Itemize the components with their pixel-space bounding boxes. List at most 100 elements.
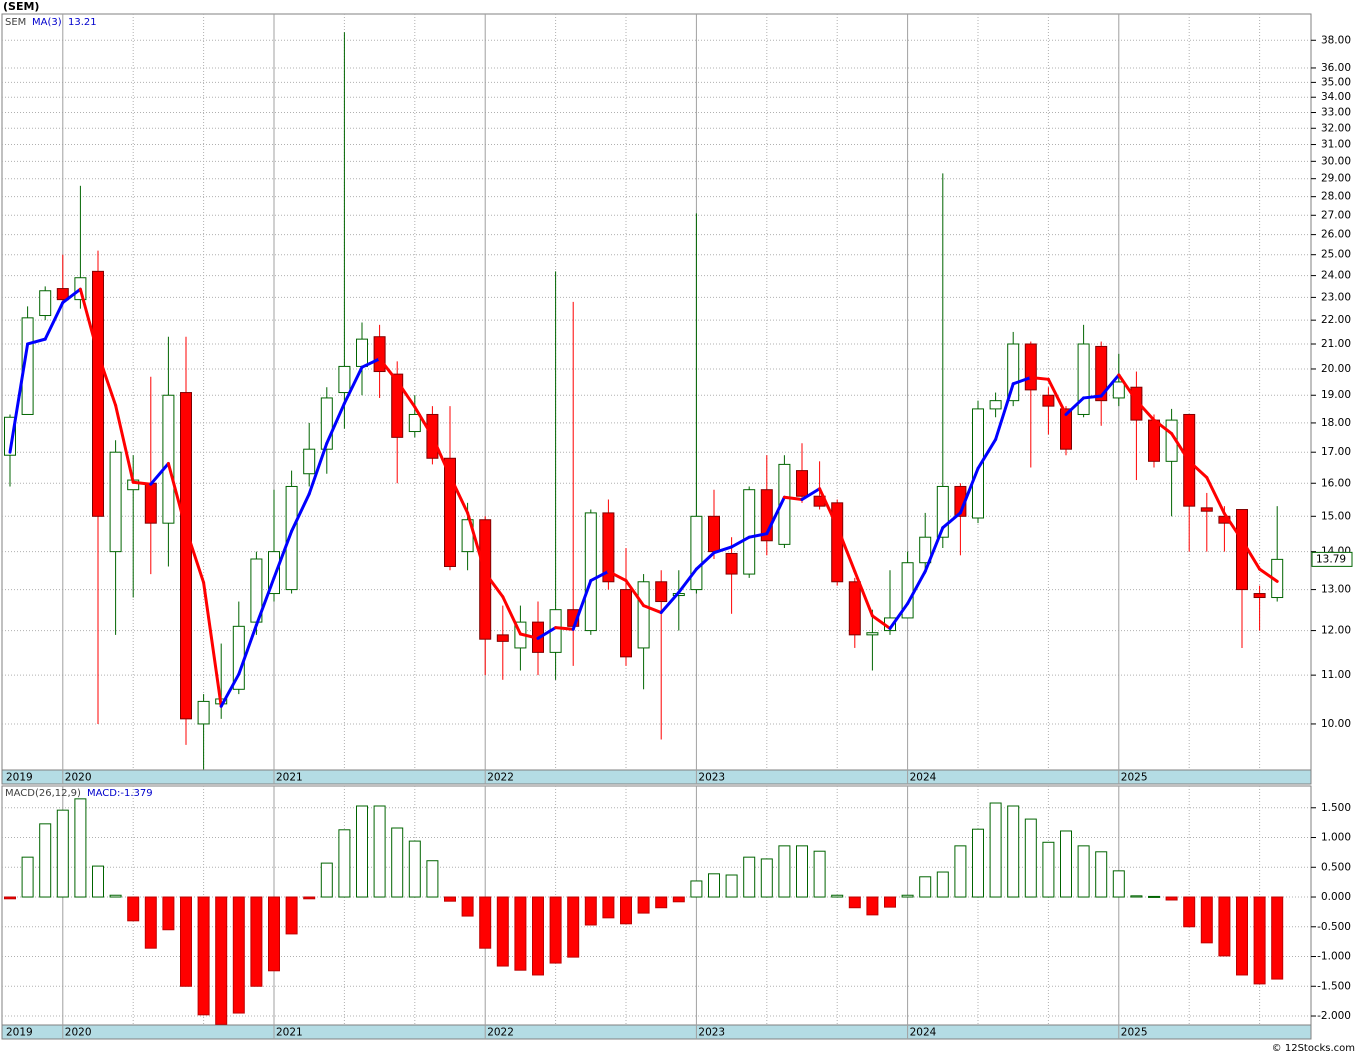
macd-bar xyxy=(1095,851,1108,898)
candle-body xyxy=(919,536,932,564)
y-tick-label: 18.00 xyxy=(1321,417,1351,429)
ma-segment xyxy=(571,579,593,631)
candle-body xyxy=(444,457,456,567)
ma-segment xyxy=(1170,432,1191,463)
candle-body xyxy=(303,448,316,475)
candle-body xyxy=(1236,509,1248,591)
macd-bar xyxy=(936,871,949,898)
macd-bar xyxy=(989,802,1002,898)
macd-bar xyxy=(268,896,280,972)
macd-bar xyxy=(496,896,509,967)
ma-segment xyxy=(254,576,276,627)
macd-bar xyxy=(479,896,492,949)
candle-body xyxy=(1007,343,1020,402)
ma-segment xyxy=(166,461,188,531)
ma-segment xyxy=(1099,373,1121,398)
macd-bar xyxy=(778,845,791,898)
candle-body xyxy=(496,634,509,642)
y-tick-label: 32.00 xyxy=(1321,122,1351,134)
ma-segment xyxy=(290,492,311,533)
macd-bar xyxy=(549,896,562,964)
candle-body xyxy=(92,270,104,517)
ma-segment xyxy=(1082,394,1103,400)
x-tick-label: 2023 xyxy=(698,1027,725,1039)
ma-segment xyxy=(606,569,628,583)
x-tick-label: 2019 xyxy=(6,1027,33,1039)
y-tick-label: 1.000 xyxy=(1321,832,1351,844)
y-tick-label: 0.000 xyxy=(1321,891,1351,903)
y-tick-label: -2.000 xyxy=(1317,1010,1351,1022)
macd-bar xyxy=(1060,830,1072,898)
candle-body xyxy=(180,392,192,720)
macd-bar xyxy=(1077,845,1090,898)
candle-body xyxy=(285,485,298,591)
ma-segment xyxy=(466,511,487,575)
ma-segment xyxy=(430,434,452,478)
candle-body xyxy=(1042,394,1055,407)
candle-body xyxy=(1024,343,1037,391)
macd-bar xyxy=(813,850,826,898)
legend-value-number: -1.379 xyxy=(120,788,152,799)
macd-bar xyxy=(232,896,245,1014)
ma-segment xyxy=(219,672,241,708)
ma-segment xyxy=(96,352,118,407)
ma-segment xyxy=(378,357,399,383)
macd-bar xyxy=(743,856,756,898)
legend-name: MACD(26,12,9) xyxy=(5,788,81,799)
legend-symbol: SEM xyxy=(5,17,26,28)
date-band xyxy=(1,769,1312,785)
macd-bar xyxy=(1236,896,1248,976)
ma-segment xyxy=(818,487,839,529)
candle-body xyxy=(989,400,1002,410)
candle-body xyxy=(109,451,122,553)
macd-bar xyxy=(92,865,104,898)
candle-body xyxy=(373,336,386,373)
ma-segment xyxy=(554,626,575,631)
macd-bar xyxy=(901,894,914,898)
macd-bar xyxy=(1200,896,1213,944)
ma-segment xyxy=(853,569,874,618)
ma-segment xyxy=(360,357,382,369)
candle-body xyxy=(268,551,280,595)
macd-bar xyxy=(215,896,228,1025)
candle-body xyxy=(866,632,879,636)
ma-segment xyxy=(43,301,65,341)
ma-segment xyxy=(448,474,470,515)
macd-bar xyxy=(884,896,896,908)
last-price: 13.79 xyxy=(1316,553,1346,565)
macd-bar xyxy=(426,860,439,898)
candle-body xyxy=(725,552,738,575)
macd-bar xyxy=(760,858,773,898)
candle-body xyxy=(162,394,175,524)
y-tick-label: 29.00 xyxy=(1321,173,1351,185)
ma-segment xyxy=(730,535,751,549)
y-tick-label: 21.00 xyxy=(1321,338,1351,350)
ma-segment xyxy=(483,571,505,599)
x-tick-label: 2023 xyxy=(698,772,725,784)
legend-ma-value: 13.21 xyxy=(68,17,97,28)
candle-body xyxy=(391,373,404,438)
ma-segment xyxy=(800,487,822,502)
ma-segment xyxy=(1152,418,1174,436)
legend-value: MACD:-1.379 xyxy=(87,788,153,799)
macd-bar xyxy=(408,840,421,898)
macd-bar xyxy=(1112,870,1125,898)
macd-bar xyxy=(1007,805,1020,898)
macd-bar xyxy=(1024,818,1037,898)
y-tick-label: 25.00 xyxy=(1321,249,1351,261)
macd-bar xyxy=(919,876,932,898)
candle-body xyxy=(1130,386,1143,421)
macd-bar xyxy=(127,896,140,922)
x-tick-label: 2019 xyxy=(6,772,33,784)
candle-body xyxy=(408,413,421,433)
ma-segment xyxy=(941,511,962,530)
ma-segment xyxy=(114,403,135,484)
candle-body xyxy=(338,365,351,394)
macd-bar xyxy=(303,896,316,900)
ma-segment xyxy=(237,623,258,676)
macd-bar xyxy=(1130,895,1143,898)
candle-body xyxy=(356,338,368,367)
candle-body xyxy=(901,562,914,619)
macd-bar xyxy=(620,896,632,925)
